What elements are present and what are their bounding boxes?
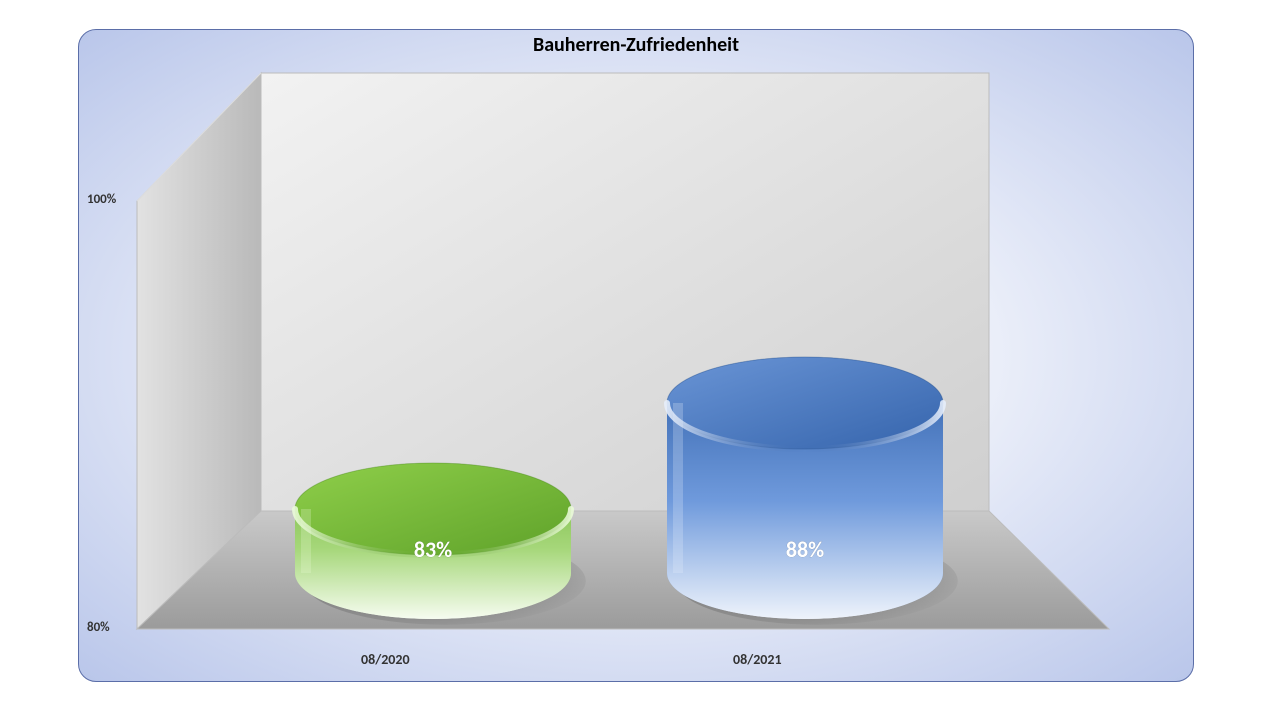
y-axis-label: 80% (87, 620, 110, 635)
x-axis-label: 08/2020 (361, 651, 410, 668)
chart-panel: 83% 88% Bauherren-Zufriedenheit 08/2020 08… (78, 29, 1194, 682)
chart-svg: 83% 88% (79, 30, 1194, 682)
chart-title: Bauherren-Zufriedenheit (533, 33, 739, 57)
cylinder-value-label: 83% (414, 536, 452, 563)
y-axis-label: 100% (87, 192, 116, 207)
cylinder-value-label: 88% (786, 536, 824, 563)
x-axis-label: 08/2021 (733, 651, 782, 668)
